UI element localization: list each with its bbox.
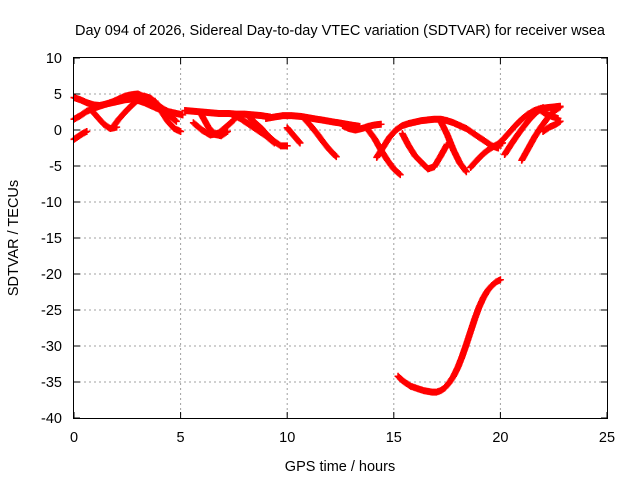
axis-ticks: 0 5 10 15 20 25 10 5 0 -5 -10 -15 -20 -25 -30 -35 -40 — [41, 51, 615, 446]
x-tick-label: 5 — [177, 430, 185, 446]
data-points — [70, 90, 564, 396]
x-tick-label: 15 — [386, 430, 402, 446]
series-arc-26 — [394, 276, 504, 396]
y-tick-label: -30 — [41, 339, 62, 355]
data-point-trail — [283, 124, 304, 147]
y-tick-label: -15 — [41, 231, 62, 247]
y-tick-label: -40 — [41, 411, 62, 427]
y-tick-label: -10 — [41, 195, 62, 211]
x-tick-label: 0 — [70, 430, 78, 446]
data-point-trail — [198, 112, 232, 140]
x-tick-label: 10 — [279, 430, 295, 446]
data-point-trail — [394, 276, 504, 396]
data-point-trail — [245, 113, 291, 150]
y-axis-label: SDTVAR / TECUs — [6, 180, 22, 296]
y-tick-label: -20 — [41, 267, 62, 283]
series-arc-16 — [364, 126, 404, 179]
series-arc-06 — [151, 97, 185, 135]
data-point-trail — [437, 117, 470, 176]
data-point-trail — [339, 120, 385, 134]
series-arc-12 — [262, 112, 364, 130]
data-point-trail — [398, 130, 451, 173]
data-point-trail — [262, 112, 364, 130]
series-arc-15 — [339, 120, 385, 134]
series-arc-14 — [300, 114, 340, 161]
series-arc-18 — [398, 130, 451, 173]
data-point-trail — [535, 105, 562, 122]
data-point-trail — [181, 107, 274, 121]
series-arc-25 — [539, 117, 564, 135]
data-point-trail — [300, 114, 340, 161]
plot-frame — [73, 57, 608, 419]
series-arc-11 — [245, 113, 291, 150]
series-arc-13 — [283, 124, 304, 147]
chart-title: Day 094 of 2026, Sidereal Day-to-day VTE… — [75, 23, 606, 39]
series-arc-19 — [437, 117, 470, 176]
series-arc-09 — [198, 112, 232, 140]
y-tick-label: -25 — [41, 303, 62, 319]
x-tick-label: 25 — [599, 430, 615, 446]
data-point-trail — [151, 97, 185, 135]
x-axis-label: GPS time / hours — [285, 459, 395, 475]
data-point-trail — [364, 126, 404, 179]
y-tick-label: 5 — [54, 87, 62, 103]
y-tick-label: 0 — [54, 123, 62, 139]
data-point-trail — [539, 117, 564, 135]
x-tick-label: 20 — [492, 430, 508, 446]
y-tick-label: -5 — [49, 159, 62, 175]
grid-lines — [74, 58, 607, 418]
y-tick-label: -35 — [41, 375, 62, 391]
series-arc-07 — [181, 107, 274, 121]
series-arc-24 — [535, 105, 562, 122]
y-tick-label: 10 — [46, 51, 62, 67]
